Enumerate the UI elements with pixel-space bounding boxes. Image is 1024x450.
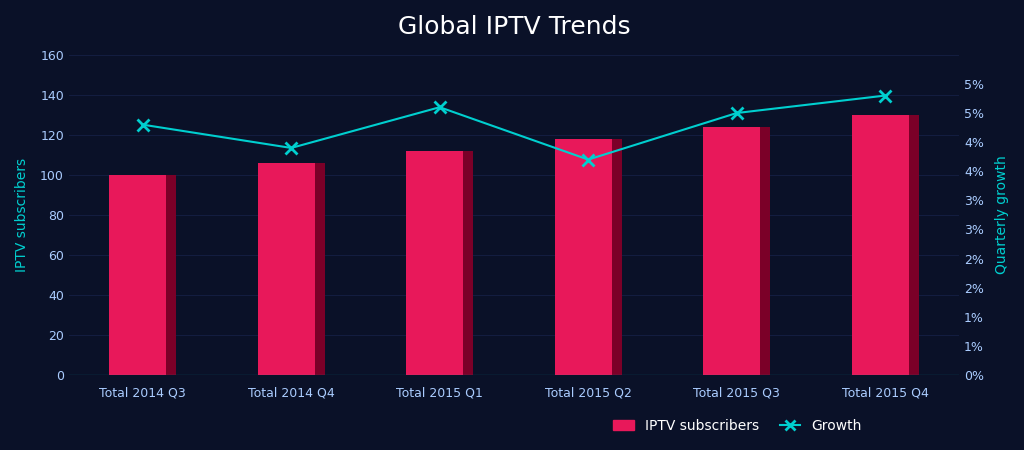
Bar [407,151,473,375]
Y-axis label: Quarterly growth: Quarterly growth [995,156,1009,274]
Bar [110,175,176,375]
Bar [258,163,325,375]
Legend: IPTV subscribers, Growth: IPTV subscribers, Growth [607,414,867,439]
Bar [703,127,770,375]
Bar [555,139,622,375]
Title: Global IPTV Trends: Global IPTV Trends [397,15,630,39]
Bar [852,115,919,375]
Y-axis label: IPTV subscribers: IPTV subscribers [15,158,29,272]
Bar [314,163,325,375]
Bar [166,175,176,375]
Bar [760,127,770,375]
Bar [908,115,919,375]
Bar [463,151,473,375]
Bar [611,139,622,375]
